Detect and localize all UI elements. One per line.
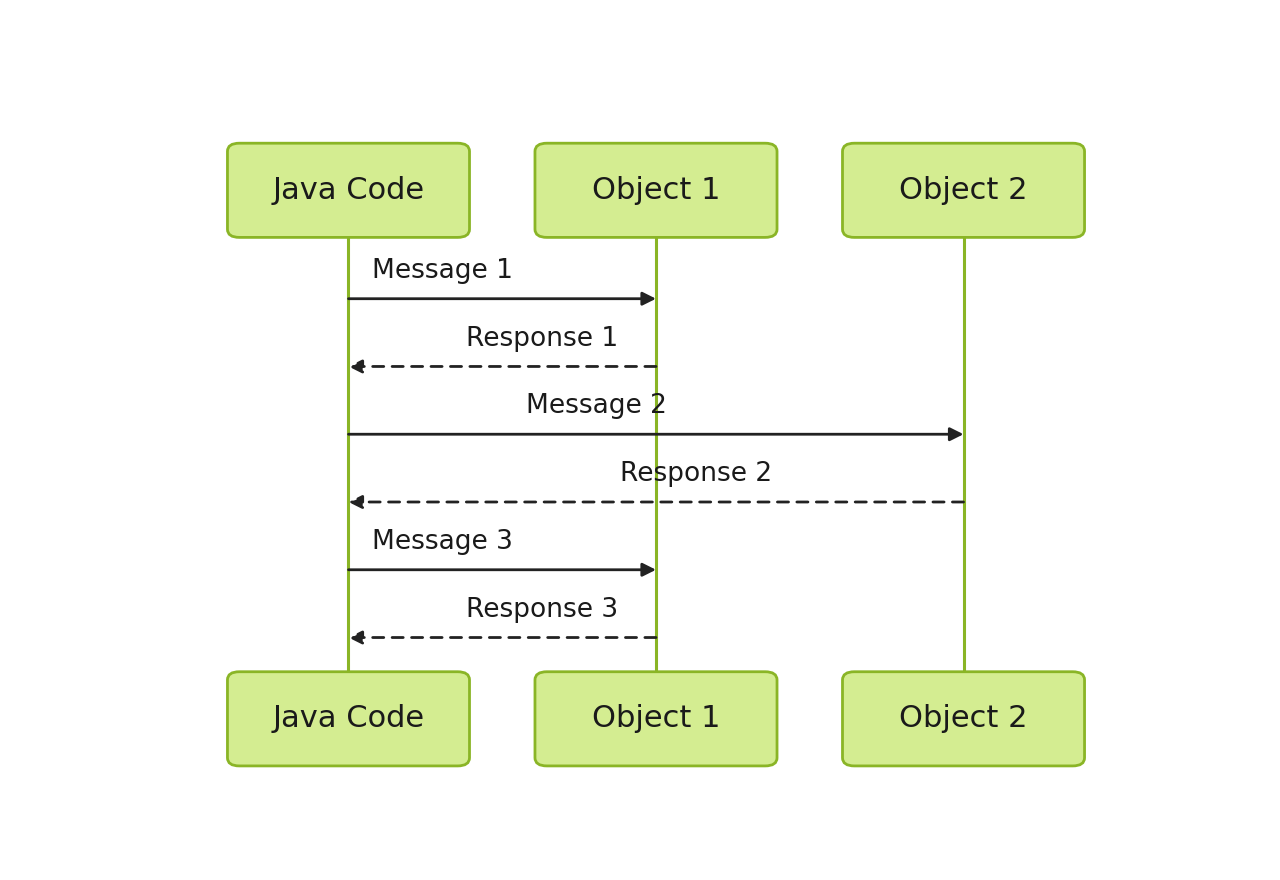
FancyBboxPatch shape bbox=[842, 143, 1084, 238]
FancyBboxPatch shape bbox=[228, 143, 470, 238]
Text: Object 2: Object 2 bbox=[900, 176, 1028, 205]
FancyBboxPatch shape bbox=[228, 671, 470, 766]
Text: Response 2: Response 2 bbox=[620, 461, 772, 488]
FancyBboxPatch shape bbox=[535, 143, 777, 238]
Text: Object 1: Object 1 bbox=[591, 176, 721, 205]
Text: Response 1: Response 1 bbox=[466, 326, 618, 352]
Text: Message 2: Message 2 bbox=[526, 393, 667, 420]
Text: Response 3: Response 3 bbox=[466, 597, 618, 623]
Text: Object 1: Object 1 bbox=[591, 704, 721, 733]
FancyBboxPatch shape bbox=[535, 671, 777, 766]
Text: Message 3: Message 3 bbox=[372, 529, 513, 555]
FancyBboxPatch shape bbox=[842, 671, 1084, 766]
Text: Java Code: Java Code bbox=[273, 704, 425, 733]
Text: Message 1: Message 1 bbox=[372, 258, 513, 284]
Text: Object 2: Object 2 bbox=[900, 704, 1028, 733]
Text: Java Code: Java Code bbox=[273, 176, 425, 205]
